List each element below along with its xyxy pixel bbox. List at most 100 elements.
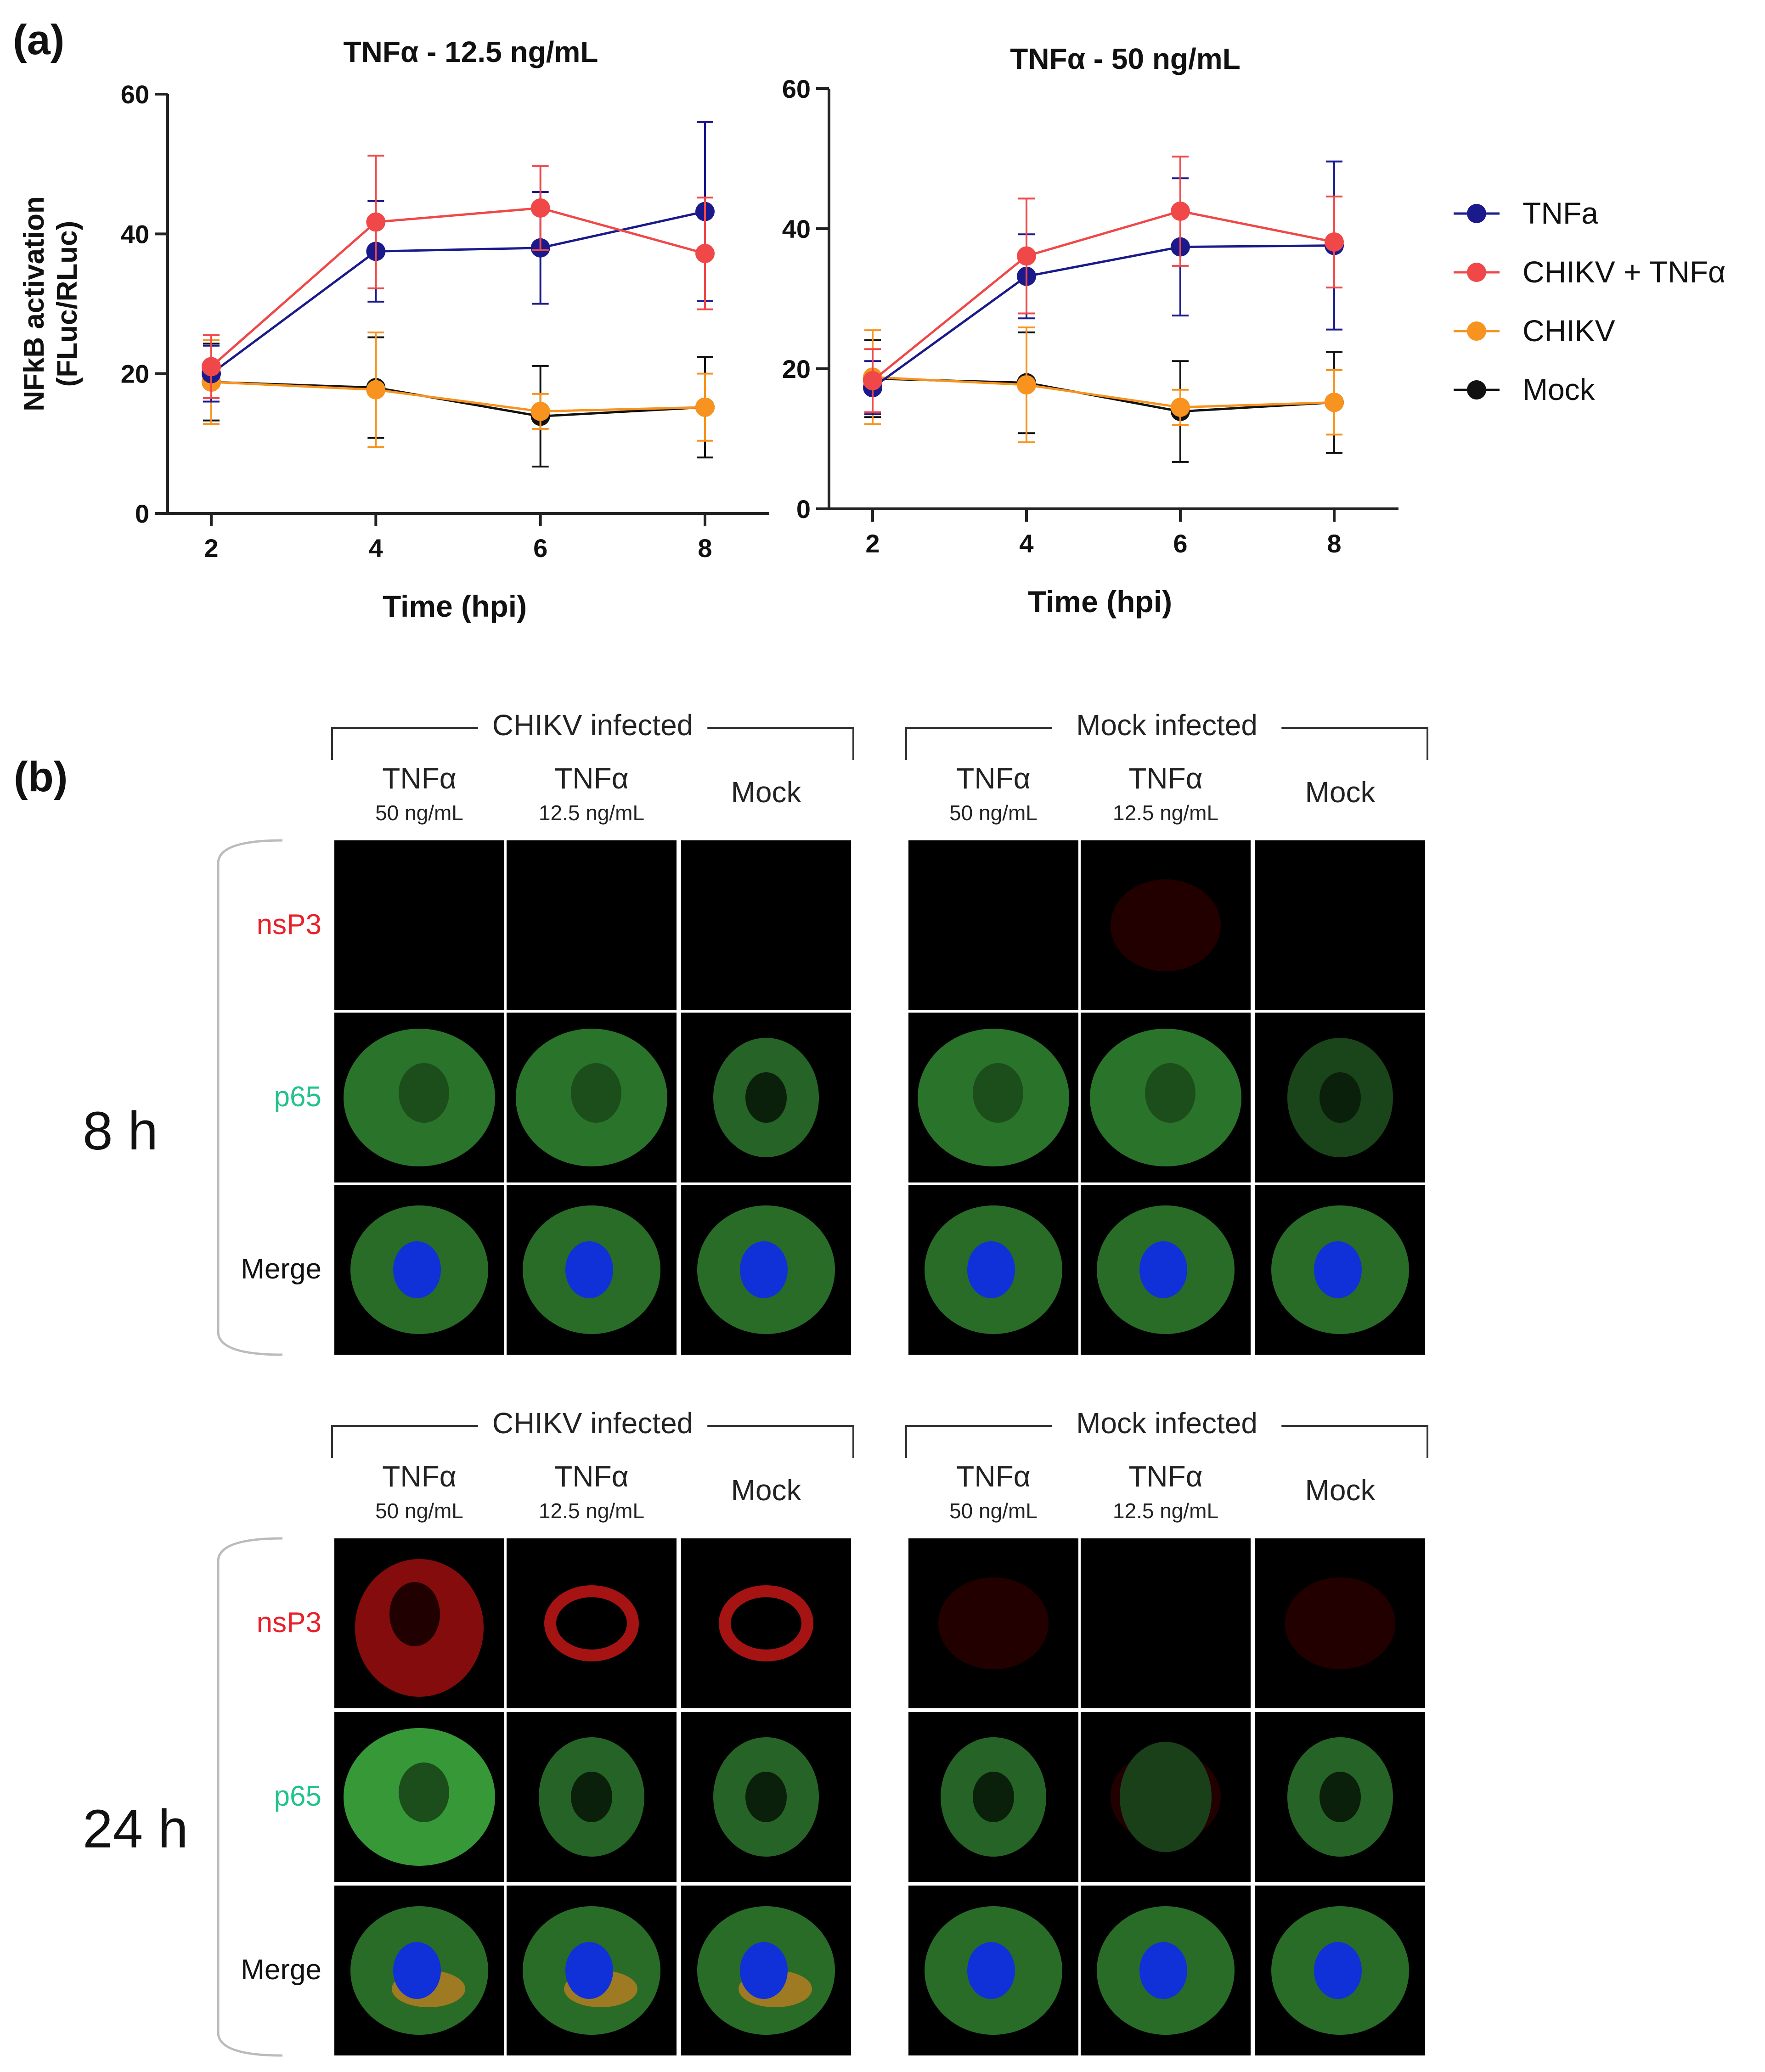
- series-tnfa: [863, 160, 1344, 416]
- data-point: [1017, 246, 1036, 266]
- micrograph-medium: [719, 1585, 813, 1661]
- micrograph-merge: [523, 1205, 660, 1334]
- channel-label: Merge: [241, 1253, 321, 1285]
- micrograph-merge-red: [523, 1906, 660, 2035]
- series-line: [210, 207, 705, 368]
- legend-marker: [1467, 321, 1486, 341]
- micrograph-tile: [681, 1013, 851, 1182]
- micrograph-none: [334, 840, 504, 1010]
- chart-title: TNFα - 50 ng/mL: [1010, 42, 1241, 75]
- micrograph-diffuse: [344, 1029, 495, 1166]
- legend-label: CHIKV: [1523, 314, 1615, 348]
- micrograph-medium: [544, 1585, 639, 1661]
- micrograph-diffuse: [1090, 1029, 1241, 1166]
- micrograph-faint: [1111, 1742, 1221, 1852]
- micrograph-tile: [334, 1185, 504, 1355]
- panel-b-label: (b): [14, 754, 68, 800]
- chart-tnfa-12-5: TNFα - 12.5 ng/mL 0 20 40 60 2 4 6 8 Time (hpi) NF…: [18, 35, 769, 623]
- micrograph-tile: [507, 1185, 677, 1355]
- micrograph-strong: [355, 1559, 484, 1697]
- micrograph-merge: [350, 1205, 488, 1334]
- treatment-label: TNFα: [1128, 1460, 1203, 1493]
- micrograph-tile: [507, 1886, 677, 2055]
- micrograph-merge: [697, 1205, 835, 1334]
- treatment-label: Mock: [1305, 776, 1376, 809]
- data-point: [1171, 201, 1190, 221]
- treatment-dose: 12.5 ng/mL: [538, 801, 645, 825]
- micrograph-tile: [334, 1886, 504, 2055]
- y-tick-label: 0: [135, 499, 149, 528]
- channel-label: Merge: [241, 1954, 321, 1986]
- panel-a-label: (a): [13, 17, 64, 63]
- micrograph-tile: [1255, 1886, 1425, 2055]
- micrograph-merge: [1097, 1205, 1235, 1334]
- series-chikv-tnf-: [202, 154, 715, 399]
- micrograph-tile: [908, 1712, 1078, 1882]
- micrograph-tile: [1081, 1538, 1251, 1708]
- x-tick-label: 6: [533, 534, 547, 563]
- series-line: [211, 381, 705, 418]
- micrograph-ring: [941, 1737, 1046, 1857]
- micrograph-tile: [681, 840, 851, 1010]
- micrograph-none: [1081, 1538, 1251, 1708]
- series-line: [211, 381, 705, 413]
- treatment-label: TNFα: [554, 1460, 629, 1493]
- data-point: [695, 397, 715, 417]
- micrograph-none: [681, 840, 851, 1010]
- micrograph-tile: [507, 1013, 677, 1182]
- micrograph-merge: [1097, 1906, 1235, 2035]
- treatment-dose: 50 ng/mL: [375, 801, 463, 825]
- data-point: [1325, 232, 1344, 252]
- x-tick-label: 4: [1019, 529, 1033, 558]
- micrograph-tile: [908, 1538, 1078, 1708]
- micrograph-tile: [1255, 1185, 1425, 1355]
- group-bracket: [331, 1425, 854, 1458]
- micrograph-tile: [908, 840, 1078, 1010]
- micrograph-tile: [681, 1712, 851, 1882]
- channel-label: nsP3: [256, 1607, 321, 1638]
- series-chikv: [863, 327, 1344, 444]
- micrograph-ring: [1287, 1737, 1393, 1857]
- micrograph-tile: [1081, 1886, 1251, 2055]
- treatment-dose: 12.5 ng/mL: [1112, 801, 1219, 825]
- micrograph-tile: [334, 1013, 504, 1182]
- legend-marker: [1467, 204, 1486, 223]
- group-label: CHIKV infected: [492, 709, 694, 742]
- series-mock: [202, 336, 715, 468]
- x-tick-label: 8: [1327, 529, 1341, 558]
- series-line: [210, 210, 705, 375]
- y-tick-label: 40: [782, 214, 811, 243]
- micrograph-merge: [925, 1906, 1062, 2035]
- data-point: [1325, 393, 1344, 412]
- data-point: [863, 371, 882, 390]
- micrograph-merge: [1271, 1205, 1409, 1334]
- treatment-label: Mock: [1305, 1474, 1376, 1507]
- timepoint-bracket: [217, 839, 283, 1356]
- treatment-label: TNFα: [554, 762, 629, 795]
- y-tick-label: 20: [782, 355, 811, 383]
- series-tnfa: [202, 121, 715, 403]
- series-chikv: [202, 331, 715, 448]
- x-axis-label: Time (hpi): [1028, 585, 1172, 619]
- legend-label: TNFa: [1523, 196, 1598, 230]
- x-tick-label: 2: [204, 534, 218, 563]
- micrograph-tile: [1255, 1013, 1425, 1182]
- micrograph-tile: [334, 1538, 504, 1708]
- micrograph-ring: [713, 1737, 819, 1857]
- channel-label: nsP3: [256, 909, 321, 940]
- micrograph-tile: [1081, 1185, 1251, 1355]
- treatment-label: Mock: [731, 776, 801, 809]
- treatment-dose: 12.5 ng/mL: [1112, 1499, 1219, 1523]
- group-label: CHIKV infected: [492, 1407, 694, 1440]
- treatment-label: TNFα: [956, 762, 1031, 795]
- y-tick-label: 40: [121, 220, 149, 248]
- x-tick-label: 6: [1173, 529, 1187, 558]
- treatment-dose: 12.5 ng/mL: [538, 1499, 645, 1523]
- micrograph-diffuse: [516, 1029, 667, 1166]
- data-point: [366, 380, 386, 400]
- micrograph-faint: [938, 1577, 1049, 1669]
- timepoint-label: 8 h: [83, 1101, 158, 1161]
- legend-marker: [1467, 380, 1486, 400]
- group-label: Mock infected: [1076, 1407, 1257, 1440]
- micrograph-merge-red: [697, 1906, 835, 2035]
